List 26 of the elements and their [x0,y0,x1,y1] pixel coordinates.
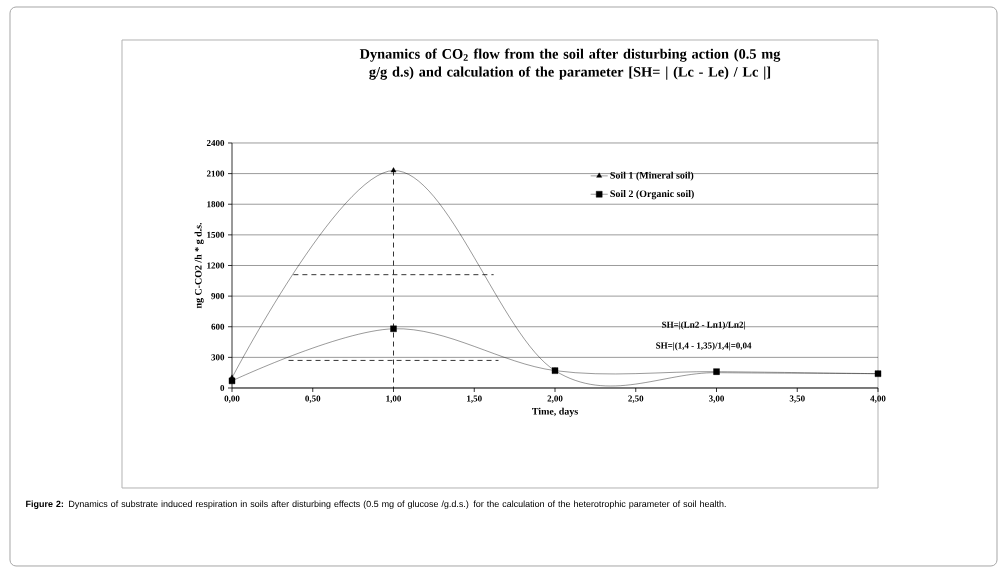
annotation: SH=|(Lп2 - Lп1)/Lп2| [662,321,745,330]
y-axis-title: ng C-CO2 /h * g d.s. [194,222,204,309]
x-tick-label: 4,00 [870,395,886,403]
y-tick-label: 2400 [206,139,225,147]
chart-title: Dynamics of CO$_{2}$ flow from the soil after disturbing action (0.5 mg g/g d.s) and calculation of the parameter [SH= | (Lc - Le) / Lc |] [359,48,781,80]
y-tick-label: 2100 [206,170,225,177]
legend-label: Soil 2 (Organic soil) [610,190,694,200]
text: Figure 2: Dynamics of substrate induced respiration in soils after disturbing effects (0.5 mg of glucose /g.d.s.) for the calculation of the heterotrophic parameter of soil health. [26,500,726,509]
x-tick-label: 3,50 [789,395,805,403]
y-tick-label: 1800 [207,201,225,208]
x-tick-label: 3,00 [709,395,725,403]
x-tick-label: 2,50 [628,395,644,403]
x-tick-label: 1,00 [386,395,402,403]
y-tick-label: 1500 [207,231,225,238]
x-tick-label: 0,50 [305,395,321,403]
x-tick-label: 2,00 [547,395,563,403]
y-tick-label: 300 [211,354,225,361]
x-tick-label: 1,50 [467,395,482,403]
legend-label: Soil 1 (Mineral soil) [610,171,694,181]
y-tick-label: 600 [211,323,225,330]
annotation: SH=|(1,4 - 1,35)/1,4|=0,04 [656,342,752,351]
x-tick-label: 0,00 [224,395,240,403]
y-tick-label: 0 [220,384,225,392]
y-tick-label: 1200 [207,262,225,269]
y-tick-label: 900 [211,293,225,300]
x-axis-title: Time, days [532,407,578,417]
